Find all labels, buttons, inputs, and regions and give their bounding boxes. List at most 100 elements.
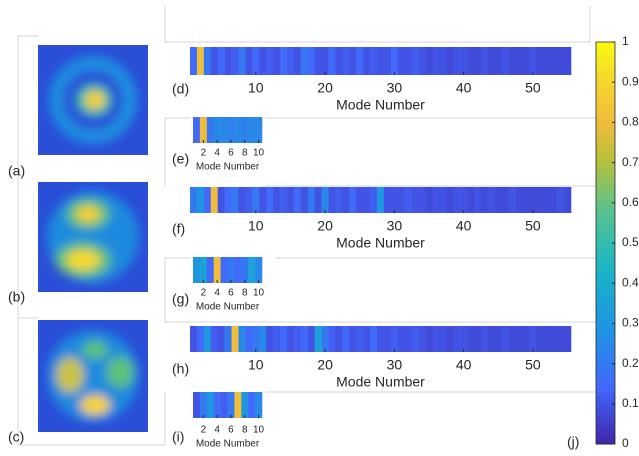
- mode-cell: [488, 326, 495, 352]
- colorbar-swatch: [596, 335, 615, 340]
- mode-cell: [398, 187, 405, 213]
- mode-cell: [218, 187, 225, 213]
- mode-cell: [460, 326, 467, 352]
- colorbar-swatch: [596, 114, 615, 119]
- colorbar-swatch: [596, 251, 615, 256]
- x-tick-label: 40: [456, 80, 472, 96]
- x-axis-label: Mode Number: [336, 97, 425, 113]
- mode-cell: [377, 326, 384, 352]
- mode-cell: [266, 47, 273, 75]
- x-tick-label: 20: [317, 80, 333, 96]
- colorbar-swatch: [596, 364, 615, 369]
- mode-cell: [200, 257, 207, 283]
- colorbar-swatch: [596, 331, 615, 336]
- mode-cell: [225, 47, 232, 75]
- mode-cell: [214, 392, 221, 418]
- x-tick-label: 10: [248, 357, 264, 373]
- mode-cell: [301, 47, 308, 75]
- mode-cell: [453, 326, 460, 352]
- mode-cell: [207, 257, 214, 283]
- colorbar-swatch: [596, 167, 615, 172]
- x-tick-label: 4: [214, 425, 220, 436]
- colorbar-swatch: [596, 219, 615, 224]
- mode-cell: [502, 187, 509, 213]
- y-tick-label: 1: [622, 34, 629, 48]
- mode-cell: [329, 187, 336, 213]
- mode-cell: [370, 326, 377, 352]
- panel-label: (a): [8, 163, 25, 179]
- mode-cell: [488, 47, 495, 75]
- mode-cell: [259, 326, 266, 352]
- colorbar-swatch: [596, 255, 615, 260]
- mode-cell: [405, 326, 412, 352]
- mode-cell: [550, 326, 557, 352]
- mode-cell: [211, 47, 218, 75]
- mode-cell: [363, 326, 370, 352]
- mode-cell: [241, 392, 248, 418]
- image-c: [38, 320, 148, 432]
- mode-cell: [234, 392, 241, 418]
- colorbar-swatch: [596, 380, 615, 385]
- colorbar-swatch: [596, 271, 615, 276]
- mode-cell: [405, 47, 412, 75]
- mode-cell: [211, 187, 218, 213]
- mode-cell: [228, 117, 235, 143]
- x-tick-label: 6: [228, 288, 234, 299]
- x-axis-label: Mode Number: [196, 302, 260, 313]
- mode-cell: [273, 187, 280, 213]
- mode-cell: [439, 47, 446, 75]
- mode-cell: [234, 257, 241, 283]
- colorbar-swatch: [596, 207, 615, 212]
- x-tick-label: 10: [248, 80, 264, 96]
- mode-cell: [419, 47, 426, 75]
- x-tick-label: 50: [525, 80, 541, 96]
- x-axis-label: Mode Number: [196, 162, 260, 173]
- y-tick-label: 0.4: [622, 275, 639, 289]
- x-tick-label: 10: [248, 218, 264, 234]
- mode-cell: [391, 47, 398, 75]
- colorbar-swatch: [596, 247, 615, 252]
- colorbar-swatch: [596, 267, 615, 272]
- colorbar-swatch: [596, 368, 615, 373]
- colorbar-swatch: [596, 372, 615, 377]
- mode-cell: [322, 326, 329, 352]
- mode-cell: [322, 187, 329, 213]
- mode-cell: [557, 326, 564, 352]
- mode-cell: [370, 47, 377, 75]
- mode-cell: [495, 47, 502, 75]
- colorbar-swatch: [596, 356, 615, 361]
- mode-cell: [509, 47, 516, 75]
- bracket: [165, 6, 590, 42]
- mode-cell: [252, 47, 259, 75]
- x-tick-label: 6: [228, 148, 234, 159]
- colorbar-swatch: [596, 203, 615, 208]
- mode-cell: [315, 187, 322, 213]
- colorbar-swatch: [596, 376, 615, 381]
- x-tick-label: 2: [201, 148, 207, 159]
- colorbar-swatch: [596, 70, 615, 75]
- mode-cell: [377, 47, 384, 75]
- image-b: [38, 182, 148, 292]
- mode-cell: [252, 187, 259, 213]
- colorbar-swatch: [596, 404, 615, 409]
- mode-cell: [446, 326, 453, 352]
- mode-cell: [225, 326, 232, 352]
- mode-cell: [356, 326, 363, 352]
- colorbar-swatch: [596, 307, 615, 312]
- mode-cell: [509, 187, 516, 213]
- mode-cell: [315, 47, 322, 75]
- colorbar-swatch: [596, 323, 615, 328]
- colorbar-swatch: [596, 263, 615, 268]
- mode-cell: [432, 326, 439, 352]
- x-tick-label: 10: [253, 288, 265, 299]
- mode-cell: [342, 47, 349, 75]
- mode-cell: [474, 47, 481, 75]
- mode-cell: [221, 257, 228, 283]
- mode-cell: [241, 257, 248, 283]
- mode-cell: [241, 117, 248, 143]
- mode-cell: [315, 326, 322, 352]
- colorbar-swatch: [596, 82, 615, 87]
- mode-cell: [370, 187, 377, 213]
- x-tick-label: 8: [242, 425, 248, 436]
- colorbar-swatch: [596, 408, 615, 413]
